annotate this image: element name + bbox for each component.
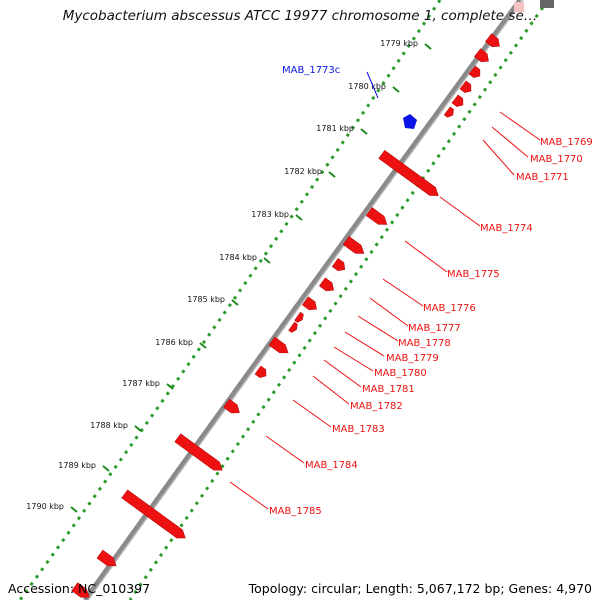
gene-label[interactable]: MAB_1784 <box>305 460 358 471</box>
gene-leader-line <box>369 297 409 327</box>
ruler-tick-label: 1781 kbp <box>316 124 354 133</box>
gene-label[interactable]: MAB_1775 <box>447 269 500 280</box>
gene-arrow-forward[interactable] <box>451 94 466 109</box>
gene-label[interactable]: MAB_1778 <box>398 338 451 349</box>
ruler-tick-mark <box>102 465 110 472</box>
gene-arrow-reverse[interactable] <box>403 114 417 129</box>
gene-label[interactable]: MAB_1777 <box>408 323 461 334</box>
ruler-tick-mark <box>134 425 142 432</box>
end-marker-light <box>514 2 524 12</box>
gene-leader-line <box>265 435 305 464</box>
gene-leader-line <box>344 331 385 357</box>
gene-leader-line <box>357 315 399 342</box>
ruler-tick-mark <box>360 128 368 135</box>
gene-features <box>71 33 502 600</box>
gene-label[interactable]: MAB_1770 <box>530 154 583 165</box>
ruler-tick-mark <box>295 214 303 221</box>
gene-arrow-forward[interactable] <box>459 80 474 95</box>
gene-arrow-forward[interactable] <box>223 398 243 416</box>
gene-leader-line <box>333 346 374 372</box>
gene-leader-line <box>439 196 481 227</box>
gene-arrow-forward[interactable] <box>474 48 491 65</box>
ruler-tick-label: 1784 kbp <box>219 253 257 262</box>
gene-label[interactable]: MAB_1776 <box>423 303 476 314</box>
gene-label[interactable]: MAB_1774 <box>480 223 533 234</box>
gene-leader-line <box>491 126 529 158</box>
ruler-tick-mark <box>328 171 336 178</box>
topology-text: Topology: circular; Length: 5,067,172 bp… <box>248 581 592 596</box>
ruler-tick-mark <box>166 383 174 390</box>
gene-arrow-forward[interactable] <box>331 258 348 273</box>
gene-arrow-forward[interactable] <box>319 277 336 294</box>
gene-arrow-forward[interactable] <box>302 296 319 313</box>
gene-arrow-forward[interactable] <box>96 549 119 570</box>
gene-label[interactable]: MAB_1783 <box>332 424 385 435</box>
ruler-tick-label: 1786 kbp <box>155 338 193 347</box>
gene-arrow-forward[interactable] <box>268 336 291 357</box>
gene-leader-line <box>482 139 515 176</box>
ruler-tick-label: 1787 kbp <box>122 379 160 388</box>
gene-leader-line <box>323 359 362 388</box>
ruler-ticks: 1779 kbp 1780 kbp 1781 kbp 1782 kbp 1783 kbp… <box>26 39 432 513</box>
gene-label[interactable]: MAB_1779 <box>386 353 439 364</box>
ruler-tick-mark <box>424 43 432 50</box>
gene-arrow-forward[interactable] <box>342 236 367 257</box>
ruler-tick-label: 1779 kbp <box>380 39 418 48</box>
ruler-tick-label: 1780 kbp <box>348 82 386 91</box>
gene-arrow-forward[interactable] <box>365 207 390 228</box>
gene-leader-line <box>382 278 424 307</box>
gene-leader-line <box>366 71 379 99</box>
ruler-tick-mark <box>231 299 239 306</box>
ruler-tick-label: 1790 kbp <box>26 502 64 511</box>
accession-text: Accession: NC_010397 <box>8 581 151 596</box>
gene-leader-line <box>292 399 332 428</box>
ruler-tick-label: 1788 kbp <box>90 421 128 430</box>
gene-label[interactable]: MAB_1782 <box>350 401 403 412</box>
ruler-tick-mark <box>199 342 207 349</box>
page-title: Mycobacterium abscessus ATCC 19977 chrom… <box>62 8 538 24</box>
gene-label[interactable]: MAB_1785 <box>269 506 322 517</box>
gene-label[interactable]: MAB_1771 <box>516 172 569 183</box>
ruler-tick-mark <box>70 506 78 513</box>
ruler-tick-label: 1782 kbp <box>284 167 322 176</box>
gene-leader-line <box>499 111 541 141</box>
gene-leader-line <box>404 240 448 273</box>
gene-label[interactable]: MAB_1781 <box>362 384 415 395</box>
gene-leader-line <box>312 375 350 405</box>
gene-label[interactable]: MAB_1780 <box>374 368 427 379</box>
gene-leader-line <box>229 481 269 510</box>
ruler-tick-label: 1785 kbp <box>187 295 225 304</box>
gene-label[interactable]: MAB_1773c <box>282 65 340 76</box>
gene-arrow-forward[interactable] <box>485 33 502 50</box>
gene-labels: MAB_1773c MAB_1769 MAB_1770 MAB_1771 MAB_177… <box>229 65 593 517</box>
gene-arrow-forward[interactable] <box>468 65 483 80</box>
gene-arrow-forward[interactable] <box>443 106 456 119</box>
gene-arrow-forward[interactable] <box>174 433 225 474</box>
gene-arrow-forward[interactable] <box>288 321 300 334</box>
ruler-tick-label: 1789 kbp <box>58 461 96 470</box>
gene-arrow-forward[interactable] <box>294 311 306 324</box>
gene-arrow-forward[interactable] <box>121 489 189 542</box>
gene-arrow-forward[interactable] <box>254 365 269 380</box>
ruler-tick-label: 1783 kbp <box>251 210 289 219</box>
gene-arrow-forward[interactable] <box>71 582 92 600</box>
outer-ruler-line <box>18 0 442 600</box>
end-marker-dark <box>540 0 554 8</box>
gene-label[interactable]: MAB_1769 <box>540 137 593 148</box>
gene-arrow-forward[interactable] <box>378 150 442 199</box>
ruler-tick-mark <box>392 86 400 93</box>
ruler-tick-mark <box>263 257 271 264</box>
